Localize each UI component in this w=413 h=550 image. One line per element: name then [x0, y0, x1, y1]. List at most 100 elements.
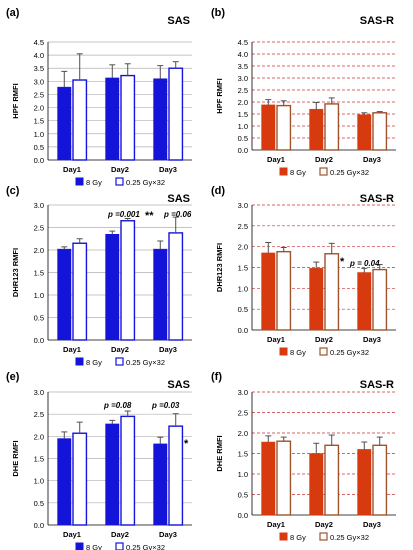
y-axis-label: HPF RMFI	[215, 78, 224, 113]
legend-swatch-fractionated	[319, 167, 328, 176]
y-tick-label: 3.0	[238, 388, 248, 397]
y-tick-label: 3.5	[34, 64, 44, 73]
y-tick-label: 0.0	[34, 156, 44, 165]
x-tick-label: Day3	[159, 530, 177, 539]
bar-fractionated	[72, 432, 88, 526]
x-tick-label: Day2	[111, 345, 129, 354]
legend-swatch-8gy	[279, 532, 288, 541]
legend-label-8gy: 8 Gy	[86, 358, 102, 367]
panel-title: SAS-R	[360, 193, 394, 205]
y-tick-label: 4.0	[34, 51, 44, 60]
y-axis-label: DHE RMFI	[11, 440, 20, 476]
x-tick-label: Day1	[63, 345, 81, 354]
y-tick-label: 1.0	[34, 291, 44, 300]
bar-fractionated	[372, 444, 388, 516]
bar-fractionated	[276, 104, 292, 151]
bar-fractionated	[168, 425, 184, 526]
y-tick-label: 2.5	[238, 222, 248, 231]
bar-fractionated	[168, 67, 184, 161]
y-tick-label: 0.5	[34, 314, 44, 323]
y-tick-label: 1.0	[238, 284, 248, 293]
panel-e: (e) SAS 0.0 0.5 1.0 1.5 2.0 2.5 3.0 DHE RMFI Day1 D…	[6, 371, 192, 550]
y-tick-label: 0.5	[238, 491, 248, 500]
significance-annotation: p =0.08	[103, 401, 132, 410]
bar-fractionated	[276, 440, 292, 516]
panel-label: (b)	[211, 7, 225, 19]
panel-d: (d) SAS-R 0.0 0.5 1.0 1.5 2.0 2.5 3.0 DHR123 RMFI…	[211, 185, 396, 357]
legend-label-fractionated: 0.25 Gy×32	[126, 358, 165, 367]
x-tick-label: Day1	[63, 165, 81, 174]
legend-label-8gy: 8 Gy	[290, 348, 306, 357]
y-tick-label: 0.0	[238, 511, 248, 520]
legend-swatch-8gy	[75, 177, 84, 186]
y-tick-label: 2.0	[34, 246, 44, 255]
y-tick-label: 2.5	[34, 224, 44, 233]
legend-label-8gy: 8 Gy	[290, 533, 306, 542]
x-tick-label: Day1	[267, 520, 285, 529]
panel-label: (a)	[6, 7, 20, 19]
legend-label-8gy: 8 Gy	[86, 543, 102, 550]
bar-fractionated	[72, 79, 88, 161]
x-tick-label: Day3	[159, 165, 177, 174]
x-tick-label: Day1	[267, 155, 285, 164]
y-tick-label: 1.5	[238, 450, 248, 459]
x-tick-label: Day2	[111, 530, 129, 539]
legend-label-fractionated: 0.25 Gy×32	[330, 168, 369, 177]
x-tick-label: Day3	[363, 520, 381, 529]
bar-8gy	[153, 248, 168, 341]
significance-annotation: **	[145, 210, 154, 222]
legend-label-fractionated: 0.25 Gy×32	[126, 178, 165, 187]
significance-annotation: *	[340, 256, 345, 268]
legend-swatch-fractionated	[115, 357, 124, 366]
y-axis-label: HPF RMFI	[11, 83, 20, 118]
y-tick-label: 1.0	[34, 130, 44, 139]
bar-8gy	[57, 438, 72, 526]
panel-title: SAS	[167, 15, 190, 27]
y-tick-label: 1.0	[34, 477, 44, 486]
x-tick-label: Day1	[267, 335, 285, 344]
panel-label: (f)	[211, 371, 222, 383]
legend-swatch-8gy	[279, 167, 288, 176]
panel-label: (e)	[6, 371, 20, 383]
x-tick-label: Day3	[363, 155, 381, 164]
y-tick-label: 1.5	[238, 110, 248, 119]
x-tick-label: Day3	[363, 335, 381, 344]
y-tick-label: 1.0	[238, 122, 248, 131]
bar-8gy	[357, 272, 372, 331]
bar-8gy	[261, 104, 276, 151]
x-tick-label: Day1	[63, 530, 81, 539]
legend-swatch-fractionated	[115, 542, 124, 550]
y-tick-label: 0.0	[238, 146, 248, 155]
legend-swatch-8gy	[75, 357, 84, 366]
y-tick-label: 0.0	[238, 326, 248, 335]
y-tick-label: 2.0	[238, 429, 248, 438]
y-tick-label: 2.5	[238, 86, 248, 95]
bar-8gy	[261, 252, 276, 331]
y-tick-label: 2.0	[238, 243, 248, 252]
y-tick-label: 3.0	[34, 201, 44, 210]
bar-8gy	[57, 86, 72, 161]
y-tick-label: 0.5	[238, 134, 248, 143]
bar-8gy	[105, 423, 120, 526]
legend-label-8gy: 8 Gy	[290, 168, 306, 177]
panel-f: (f) SAS-R 0.0 0.5 1.0 1.5 2.0 2.5 3.0 DHE RMFI Day…	[211, 371, 396, 542]
bar-fractionated	[120, 220, 136, 341]
bar-8gy	[309, 108, 324, 151]
x-tick-label: Day3	[159, 345, 177, 354]
bar-8gy	[105, 77, 120, 161]
bar-fractionated	[276, 250, 292, 331]
y-tick-label: 0.0	[34, 521, 44, 530]
y-tick-label: 0.0	[34, 336, 44, 345]
bar-fractionated	[72, 242, 88, 341]
legend-swatch-8gy	[279, 347, 288, 356]
panel-b: (b) SAS-R 0.0 0.5 1.0 1.5 2.0 2.5 3.0 3.5 4.0 4.5 HP…	[211, 7, 396, 177]
bar-8gy	[357, 449, 372, 516]
significance-annotation: p =0.001	[107, 210, 140, 219]
panel-title: SAS	[167, 379, 190, 391]
y-tick-label: 0.5	[238, 305, 248, 314]
y-tick-label: 1.5	[34, 269, 44, 278]
significance-annotation: *	[184, 438, 189, 450]
bar-8gy	[153, 443, 168, 526]
bar-fractionated	[324, 444, 340, 516]
panel-label: (c)	[6, 185, 20, 197]
